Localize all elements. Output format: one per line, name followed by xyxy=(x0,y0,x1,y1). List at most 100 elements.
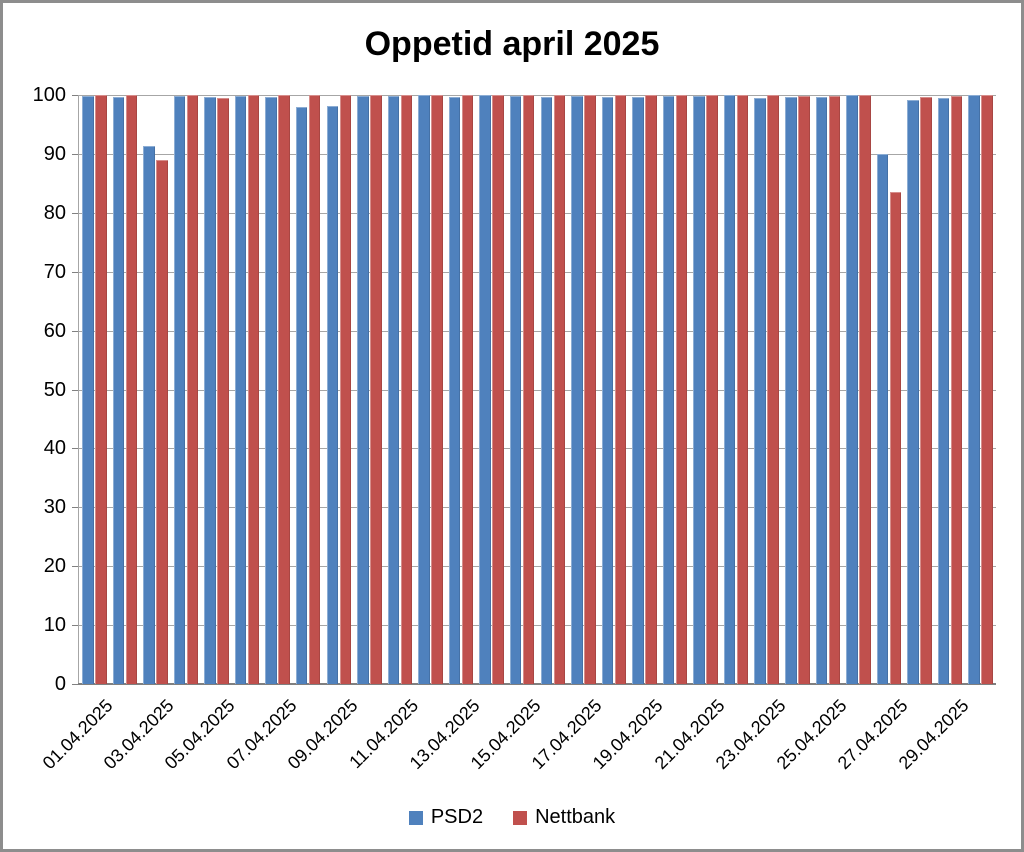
legend-item-nettbank: Nettbank xyxy=(513,806,615,829)
bar-psd2-08.04.2025 xyxy=(295,106,308,684)
bar-psd2-23.04.2025 xyxy=(754,97,766,684)
y-axis-tick xyxy=(72,212,78,214)
bar-nettbank-13.04.2025 xyxy=(461,95,474,684)
y-axis-label-60: 60 xyxy=(43,319,66,342)
y-axis-tick xyxy=(72,95,78,96)
y-axis-tick xyxy=(72,271,78,273)
y-axis-tick xyxy=(72,566,78,568)
bar-nettbank-21.04.2025 xyxy=(706,95,718,684)
gridline-y-10 xyxy=(79,625,996,627)
bar-nettbank-29.04.2025 xyxy=(950,95,963,684)
bar-nettbank-17.04.2025 xyxy=(584,95,596,684)
bar-nettbank-01.04.2025 xyxy=(95,95,107,684)
bar-nettbank-09.04.2025 xyxy=(339,95,352,684)
y-axis-tick xyxy=(72,448,78,450)
bar-nettbank-06.04.2025 xyxy=(247,95,260,684)
legend-label-nettbank: Nettbank xyxy=(535,806,616,828)
y-axis-label-40: 40 xyxy=(43,437,66,460)
bar-psd2-01.04.2025 xyxy=(82,95,94,684)
bar-nettbank-24.04.2025 xyxy=(798,95,810,684)
y-axis-tick xyxy=(72,389,78,391)
bar-psd2-07.04.2025 xyxy=(265,96,277,684)
chart-title: Oppetid april 2025 xyxy=(364,25,660,63)
bar-nettbank-03.04.2025 xyxy=(156,159,168,684)
bar-psd2-30.04.2025 xyxy=(968,95,980,684)
legend-swatch-psd2-icon xyxy=(408,810,423,825)
bar-psd2-21.04.2025 xyxy=(693,95,705,684)
legend-item-psd2: PSD2 xyxy=(408,806,484,829)
bar-nettbank-18.04.2025 xyxy=(614,95,627,684)
bar-psd2-20.04.2025 xyxy=(662,96,675,684)
bar-nettbank-11.04.2025 xyxy=(400,95,413,684)
bar-nettbank-22.04.2025 xyxy=(736,95,749,684)
bar-psd2-19.04.2025 xyxy=(632,97,644,684)
bar-psd2-09.04.2025 xyxy=(326,106,339,684)
y-axis-label-70: 70 xyxy=(43,260,66,283)
bar-psd2-24.04.2025 xyxy=(785,97,797,684)
bar-nettbank-28.04.2025 xyxy=(920,96,932,684)
gridline-y-30 xyxy=(79,507,996,509)
bar-psd2-14.04.2025 xyxy=(479,95,491,684)
bar-nettbank-04.04.2025 xyxy=(186,95,199,684)
bar-psd2-10.04.2025 xyxy=(357,96,369,684)
bar-nettbank-20.04.2025 xyxy=(675,95,688,684)
bar-nettbank-10.04.2025 xyxy=(370,95,382,684)
bar-psd2-15.04.2025 xyxy=(509,95,522,684)
plot-area xyxy=(78,95,996,685)
gridline-y-100 xyxy=(79,95,996,96)
y-axis-label-90: 90 xyxy=(43,142,66,165)
bar-psd2-03.04.2025 xyxy=(143,146,155,684)
gridline-y-60 xyxy=(79,330,996,332)
y-axis-label-30: 30 xyxy=(43,496,66,519)
bar-nettbank-23.04.2025 xyxy=(767,95,779,684)
bar-psd2-17.04.2025 xyxy=(571,96,583,684)
y-axis-tick xyxy=(72,330,78,332)
y-axis-label-0: 0 xyxy=(54,673,66,695)
bar-nettbank-25.04.2025 xyxy=(828,95,841,684)
bar-nettbank-05.04.2025 xyxy=(217,97,229,684)
y-axis-label-80: 80 xyxy=(43,201,66,224)
y-axis-tick xyxy=(72,507,78,509)
bar-nettbank-27.04.2025 xyxy=(889,192,902,684)
y-axis-tick xyxy=(72,153,78,155)
x-axis-line xyxy=(78,683,996,685)
gridline-y-40 xyxy=(79,448,996,450)
gridline-y-20 xyxy=(79,566,996,568)
legend-label-psd2: PSD2 xyxy=(430,806,484,828)
bar-psd2-11.04.2025 xyxy=(387,96,400,684)
chart-legend: PSD2 Nettbank xyxy=(3,806,1021,829)
bar-psd2-06.04.2025 xyxy=(234,96,247,684)
bar-psd2-26.04.2025 xyxy=(846,95,858,684)
bar-nettbank-30.04.2025 xyxy=(981,95,993,684)
bar-psd2-12.04.2025 xyxy=(418,95,430,684)
bar-psd2-22.04.2025 xyxy=(723,95,736,684)
gridline-y-50 xyxy=(79,389,996,391)
bar-psd2-29.04.2025 xyxy=(937,97,950,684)
y-axis-tick xyxy=(72,684,78,685)
bar-psd2-13.04.2025 xyxy=(448,96,461,684)
bar-nettbank-02.04.2025 xyxy=(125,95,138,684)
y-axis-label-10: 10 xyxy=(43,614,66,637)
bar-nettbank-07.04.2025 xyxy=(278,95,290,684)
bar-psd2-16.04.2025 xyxy=(540,97,552,684)
bar-psd2-27.04.2025 xyxy=(876,153,889,684)
bar-nettbank-08.04.2025 xyxy=(308,95,321,684)
bar-nettbank-14.04.2025 xyxy=(492,95,504,684)
y-axis-line xyxy=(78,95,79,684)
bar-psd2-04.04.2025 xyxy=(173,95,186,684)
gridline-y-90 xyxy=(79,153,996,155)
gridline-y-80 xyxy=(79,212,996,214)
bar-nettbank-15.04.2025 xyxy=(522,95,535,684)
bar-psd2-25.04.2025 xyxy=(815,96,828,684)
bar-nettbank-19.04.2025 xyxy=(645,95,657,684)
y-axis-tick xyxy=(72,625,78,627)
bar-nettbank-16.04.2025 xyxy=(553,95,565,684)
bar-nettbank-26.04.2025 xyxy=(859,95,871,684)
y-axis-label-50: 50 xyxy=(43,378,66,401)
gridline-y-70 xyxy=(79,271,996,273)
bar-psd2-18.04.2025 xyxy=(601,97,614,684)
bar-psd2-02.04.2025 xyxy=(112,97,125,684)
legend-swatch-nettbank-icon xyxy=(513,810,528,825)
y-axis-label-20: 20 xyxy=(43,555,66,578)
